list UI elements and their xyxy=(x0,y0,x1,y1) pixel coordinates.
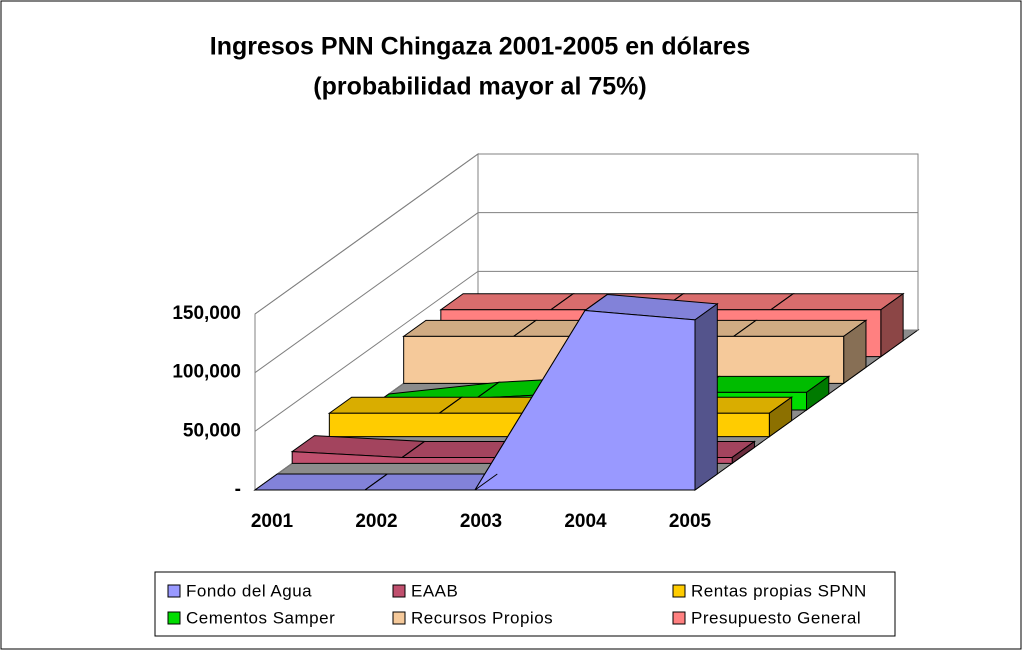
area-divider xyxy=(476,381,500,399)
legend xyxy=(154,571,896,637)
legend-swatch xyxy=(672,584,686,598)
x-tick-label: 2003 xyxy=(460,511,502,532)
x-tick-label: 2001 xyxy=(251,511,294,532)
area-divider xyxy=(364,473,388,491)
chart-title: Ingresos PNN Chingaza 2001-2005 en dólar… xyxy=(210,33,751,61)
grid-line xyxy=(254,153,918,315)
area-top xyxy=(439,293,575,311)
area-top xyxy=(327,396,464,414)
area-divider xyxy=(770,293,794,311)
area-side xyxy=(694,302,718,491)
legend-swatch xyxy=(167,584,181,598)
legend-swatch xyxy=(672,611,686,625)
x-tick-label: 2004 xyxy=(564,511,607,532)
grid-line xyxy=(254,212,918,374)
x-tick-label: 2005 xyxy=(669,511,712,532)
legend-label: Recursos Propios xyxy=(411,608,553,627)
legend-label: Presupuesto General xyxy=(691,608,861,627)
chart-subtitle: (probabilidad mayor al 75%) xyxy=(313,73,646,101)
area-top xyxy=(253,473,389,491)
area-top xyxy=(769,293,905,311)
legend-swatch xyxy=(167,611,181,625)
y-tick-label: 100,000 xyxy=(172,362,241,383)
y-tick-label: - xyxy=(235,479,241,500)
legend-label: EAAB xyxy=(411,581,458,600)
area-divider xyxy=(513,319,537,337)
area-top xyxy=(732,319,868,337)
area-divider xyxy=(550,293,574,311)
legend-label: Cementos Samper xyxy=(186,608,335,627)
area-top xyxy=(402,319,538,337)
x-tick-label: 2002 xyxy=(355,511,397,532)
area-divider xyxy=(584,294,608,311)
area-divider xyxy=(439,396,462,414)
legend-label: Fondo del Agua xyxy=(186,581,312,600)
legend-label: Rentas propias SPNN xyxy=(691,581,867,600)
legend-swatch xyxy=(392,584,406,598)
y-tick-label: 50,000 xyxy=(183,420,241,441)
area-divider xyxy=(474,473,498,491)
area-divider xyxy=(401,441,425,458)
area-divider xyxy=(733,319,757,337)
y-tick-label: 150,000 xyxy=(172,303,241,324)
grid-line xyxy=(254,270,918,432)
legend-swatch xyxy=(392,611,406,625)
